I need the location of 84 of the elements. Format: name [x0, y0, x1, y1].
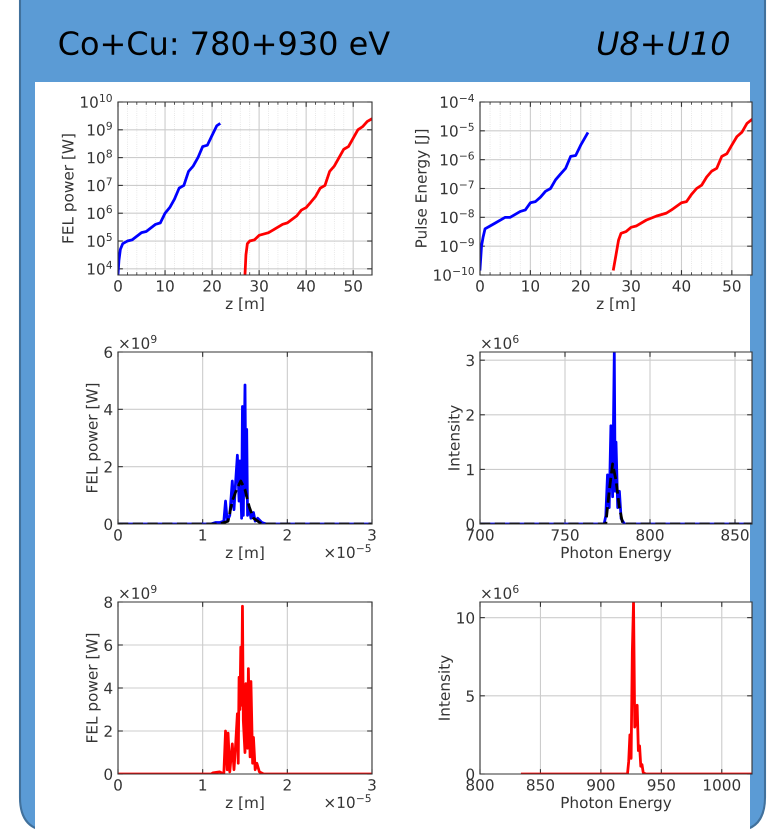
x-tick-label: 900 [587, 779, 614, 791]
x-axis-title: z [m] [226, 297, 264, 312]
x-tick-label: 2 [284, 779, 291, 790]
text: ×10$^{6}$ [482, 584, 519, 599]
y-tick-label: 10$^{−6}$ [440, 152, 474, 166]
y-tick-label: 1 [467, 464, 474, 476]
y-tick-label: 0 [104, 518, 112, 530]
y-tick-label: 10$^{8}$ [88, 150, 112, 164]
x-tick-label: 750 [552, 529, 579, 541]
y-tick-label: 10$^{5}$ [88, 233, 112, 247]
text: ×10$^{−5}$ [326, 794, 371, 808]
x-axis-title: z [m] [226, 546, 264, 560]
y-tick-label: 6 [104, 346, 112, 358]
x-tick-label: 1 [199, 529, 206, 540]
x-tick-label: 0 [114, 529, 122, 541]
text: ×10$^{6}$ [482, 334, 519, 349]
y-tick-label: 5 [466, 690, 474, 702]
line-series [118, 122, 221, 275]
x-tick-label: 30 [250, 280, 268, 292]
x-tick-label: 3 [368, 779, 376, 791]
x-tick-label: 0 [114, 779, 122, 791]
x-tick-label: 40 [672, 280, 690, 292]
x-tick-label: 20 [203, 280, 221, 292]
y-tick-label: 10$^{6}$ [88, 205, 112, 220]
y-axis-title: Intensity [438, 655, 453, 720]
x-tick-label: 50 [344, 280, 362, 292]
line-series [612, 118, 752, 271]
line-series [118, 604, 372, 774]
y-tick-label: 0 [104, 768, 112, 780]
y-tick-label: 8 [104, 596, 112, 608]
y-tick-label: 10$^{−4}$ [440, 94, 474, 108]
y-tick-label: 2 [104, 725, 112, 737]
x-tick-label: 10 [522, 280, 540, 292]
x-tick-label: 20 [572, 280, 590, 292]
x-tick-label: 2 [284, 529, 291, 540]
y-tick-label: 10$^{−5}$ [440, 122, 474, 137]
y-tick-label: 4 [104, 404, 112, 416]
y-axis-title: FEL power [W] [62, 134, 77, 242]
y-axis-title: FEL power [W] [86, 384, 101, 492]
y-axis-title: FEL power [W] [86, 634, 101, 742]
y-tick-label: 3 [466, 354, 474, 366]
x-tick-label: 3 [368, 529, 376, 541]
x-axis-title: Photon Energy [562, 546, 672, 562]
y-tick-label: 10$^{7}$ [88, 177, 112, 192]
y-tick-label: 10$^{−8}$ [440, 209, 474, 224]
x-tick-label: 1 [199, 779, 206, 790]
x-tick-label: 0 [114, 280, 122, 292]
text: Co+Cu: 780+930 eV [59, 31, 390, 56]
y-axis-title: Pulse Energy [J] [414, 130, 430, 247]
line-series [480, 132, 589, 271]
x-tick-label: 700 [466, 529, 494, 541]
line-series [244, 117, 372, 275]
y-tick-label: 10 [457, 612, 474, 624]
x-tick-label: 950 [648, 779, 675, 791]
y-tick-label: 0 [466, 768, 474, 780]
x-tick-label: 1000 [704, 779, 740, 791]
y-tick-label: 0 [466, 518, 474, 530]
text: U8+U10 [598, 31, 729, 56]
text: ×10$^{9}$ [120, 334, 156, 349]
y-tick-label: 4 [104, 682, 112, 694]
x-tick-label: 40 [297, 280, 315, 292]
x-tick-label: 850 [526, 779, 554, 791]
x-axis-title: z [m] [226, 796, 264, 810]
x-tick-label: 0 [476, 280, 484, 292]
x-tick-label: 800 [636, 529, 664, 541]
x-tick-label: 50 [723, 280, 741, 292]
x-tick-label: 30 [622, 280, 640, 292]
x-axis-title: Photon Energy [562, 796, 672, 812]
y-axis-title: Intensity [448, 405, 463, 470]
y-tick-label: 10$^{9}$ [88, 122, 112, 136]
y-tick-label: 10$^{−7}$ [440, 180, 474, 194]
y-tick-label: 2 [104, 461, 112, 472]
x-tick-label: 800 [466, 779, 494, 791]
y-tick-label: 2 [466, 409, 474, 421]
y-tick-label: 10$^{−10}$ [434, 266, 474, 281]
y-tick-label: 10$^{4}$ [88, 260, 112, 275]
y-tick-label: 10$^{10}$ [81, 94, 112, 108]
x-axis-title: z [m] [596, 297, 635, 312]
x-tick-label: 850 [721, 529, 749, 541]
text: ×10$^{−5}$ [326, 544, 371, 558]
text: ×10$^{9}$ [120, 584, 156, 599]
y-tick-label: 6 [104, 639, 112, 652]
y-tick-label: 10$^{−9}$ [440, 238, 474, 252]
x-tick-label: 10 [156, 280, 174, 292]
